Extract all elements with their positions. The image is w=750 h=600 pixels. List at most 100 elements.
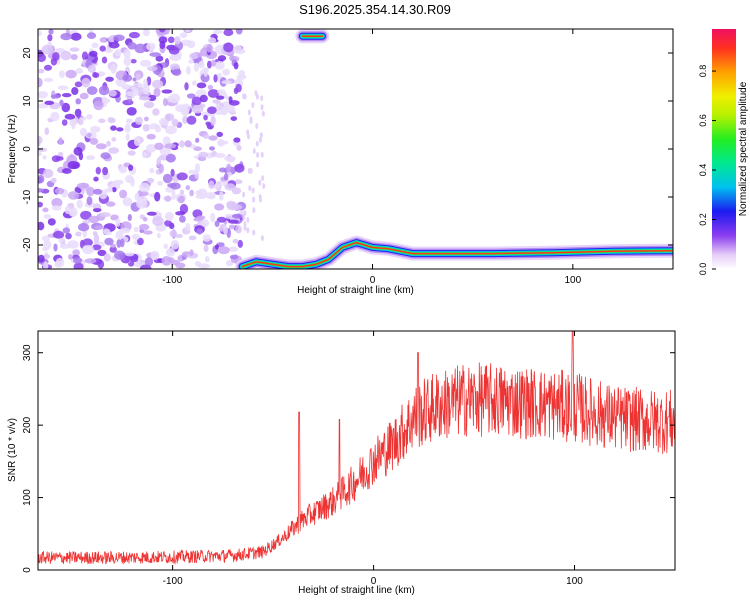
noise-speckle xyxy=(207,37,217,44)
noise-speckle xyxy=(70,54,78,60)
noise-speckle xyxy=(93,100,104,111)
noise-speckle xyxy=(255,123,259,129)
colorbar-tick-label: 0.4 xyxy=(698,164,708,177)
noise-speckle xyxy=(38,188,45,193)
colorbar: 0.0 0.2 0.4 0.6 0.8 Normalized spectral ampl… xyxy=(698,29,749,275)
noise-speckle xyxy=(194,261,202,267)
noise-speckle xyxy=(41,246,49,252)
noise-speckle xyxy=(207,106,217,114)
noise-speckle xyxy=(146,211,157,216)
noise-speckle xyxy=(195,194,207,199)
noise-speckle xyxy=(249,116,253,123)
noise-speckle xyxy=(131,233,140,240)
noise-speckle xyxy=(61,102,71,113)
noise-speckle xyxy=(116,127,124,132)
noise-speckle xyxy=(188,59,195,64)
noise-speckle xyxy=(169,93,181,104)
noise-speckle xyxy=(261,175,265,182)
noise-speckle xyxy=(185,222,191,232)
noise-speckle xyxy=(247,109,251,116)
noise-speckle xyxy=(256,151,260,158)
noise-speckle xyxy=(60,33,72,41)
noise-speckle xyxy=(146,133,156,140)
noise-speckle xyxy=(71,121,76,130)
spectrogram-y-axis-label: Frequency (Hz) xyxy=(7,115,18,184)
chart-title: S196.2025.354.14.30.R09 xyxy=(299,2,451,17)
noise-speckle xyxy=(252,196,256,203)
noise-speckle xyxy=(229,246,238,252)
noise-speckle xyxy=(138,96,151,101)
noise-speckle xyxy=(41,44,53,55)
noise-speckle xyxy=(179,215,186,223)
noise-speckle xyxy=(38,135,43,145)
noise-speckle xyxy=(124,252,135,257)
noise-speckle xyxy=(119,189,128,199)
noise-speckle xyxy=(213,29,223,35)
noise-speckle xyxy=(233,62,239,70)
noise-speckle xyxy=(198,60,205,69)
noise-speckle xyxy=(147,66,158,72)
noise-speckle xyxy=(252,207,256,214)
noise-speckle xyxy=(196,215,206,220)
noise-speckle xyxy=(179,140,185,148)
noise-speckle xyxy=(135,116,143,125)
noise-speckle xyxy=(258,179,262,186)
noise-speckle xyxy=(260,95,264,102)
noise-speckle xyxy=(161,256,172,266)
noise-speckle xyxy=(196,228,203,235)
noise-speckle xyxy=(42,207,49,213)
noise-speckle xyxy=(230,116,238,121)
noise-speckle xyxy=(193,146,202,151)
noise-speckle xyxy=(100,152,111,160)
colorbar-label: Normalized spectral amplitude xyxy=(738,81,749,216)
noise-speckle xyxy=(38,91,48,99)
noise-speckle xyxy=(38,77,43,88)
noise-speckle xyxy=(191,104,204,114)
noise-speckle xyxy=(233,137,241,143)
noise-speckle xyxy=(213,74,218,83)
noise-speckle xyxy=(149,52,162,57)
noise-speckle xyxy=(205,121,211,126)
noise-speckle xyxy=(214,153,226,158)
noise-region xyxy=(38,29,266,269)
noise-speckle xyxy=(184,82,189,91)
noise-speckle xyxy=(246,227,250,234)
noise-speckle xyxy=(65,69,77,79)
noise-speckle xyxy=(217,89,226,95)
noise-speckle xyxy=(153,87,161,98)
noise-speckle xyxy=(189,249,194,256)
noise-speckle xyxy=(243,210,247,217)
snr-series-line xyxy=(38,331,675,565)
noise-speckle xyxy=(120,238,125,248)
noise-speckle xyxy=(251,102,255,108)
noise-speckle xyxy=(110,63,117,74)
noise-speckle xyxy=(189,189,194,197)
noise-speckle xyxy=(228,100,240,106)
noise-speckle xyxy=(44,100,55,106)
noise-speckle xyxy=(73,257,83,264)
noise-speckle xyxy=(76,199,83,209)
noise-speckle xyxy=(258,194,262,200)
x-tick-label: 0 xyxy=(370,275,376,286)
noise-speckle xyxy=(104,188,113,193)
noise-speckle xyxy=(203,244,209,252)
noise-speckle xyxy=(162,98,168,107)
noise-speckle xyxy=(154,191,161,202)
noise-speckle xyxy=(254,90,258,97)
noise-speckle xyxy=(93,176,99,182)
noise-speckle xyxy=(179,32,188,38)
noise-speckle xyxy=(87,132,92,138)
noise-speckle xyxy=(80,210,92,220)
noise-speckle xyxy=(259,136,262,143)
noise-speckle xyxy=(38,221,45,231)
noise-speckle xyxy=(47,218,56,226)
noise-speckle xyxy=(170,168,175,177)
noise-speckle xyxy=(86,186,95,197)
noise-speckle xyxy=(223,173,229,181)
noise-speckle xyxy=(235,29,243,35)
noise-speckle xyxy=(122,84,130,90)
noise-speckle xyxy=(242,93,246,100)
noise-speckle xyxy=(43,214,52,219)
noise-speckle xyxy=(97,259,105,269)
noise-speckle xyxy=(192,80,197,86)
